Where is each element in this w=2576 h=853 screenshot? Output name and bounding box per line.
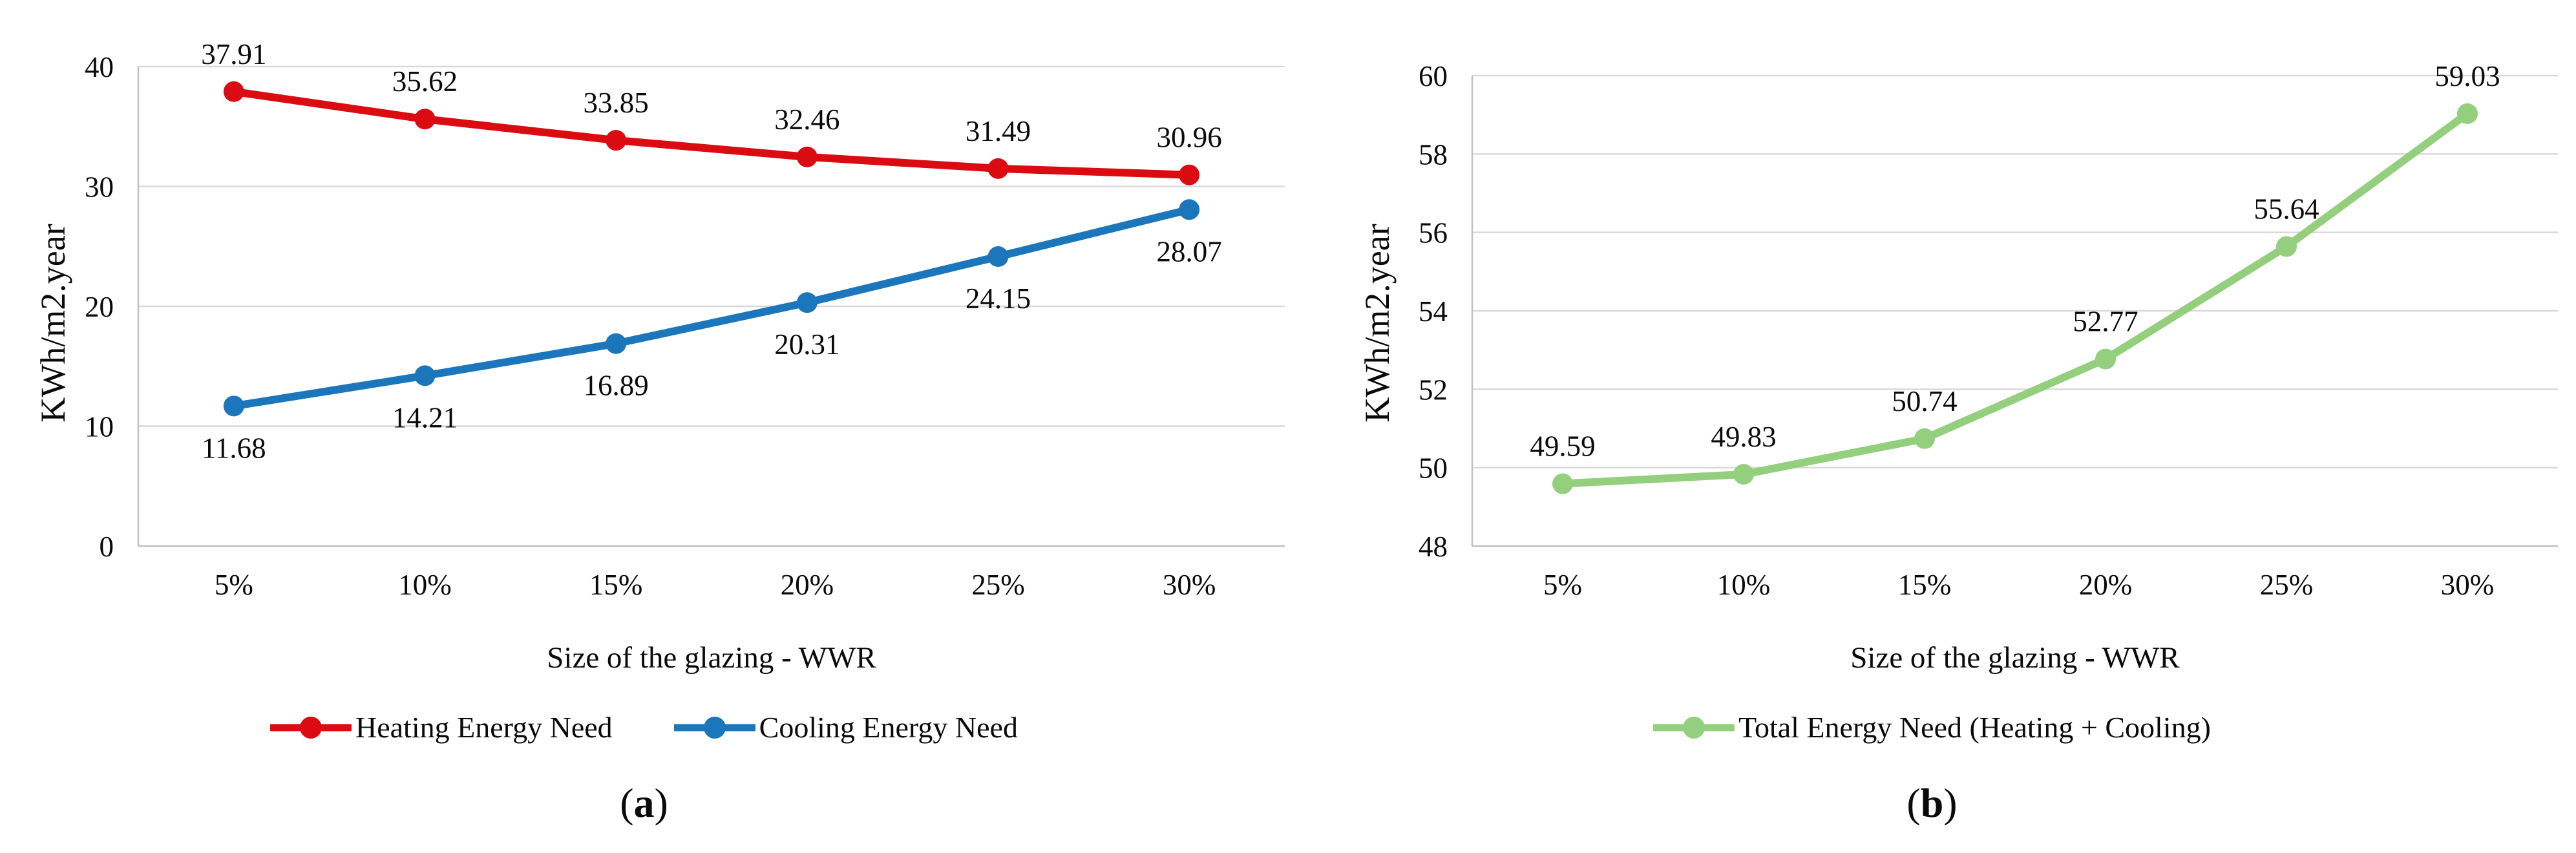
data-point-marker [1552, 473, 1573, 494]
series-line [229, 87, 1194, 179]
y-axis-tick-label: 58 [1419, 138, 1448, 171]
legend-marker [703, 717, 726, 739]
legend-label: Total Energy Need (Heating + Cooling) [1738, 711, 2211, 744]
x-axis-tick-label: 10% [398, 569, 452, 601]
data-point-marker [796, 292, 818, 313]
panel-caption: (a) [0, 774, 1288, 832]
legend-marker [300, 717, 322, 739]
legend-item: Total Energy Need (Heating + Cooling) [1653, 707, 2211, 748]
y-axis-tick-label: 56 [1419, 217, 1448, 249]
data-point-label: 55.64 [2254, 193, 2319, 226]
y-axis-tick-label: 10 [85, 411, 114, 443]
data-point-marker [223, 81, 244, 102]
data-point-label: 49.83 [1711, 421, 1776, 453]
x-axis-tick-label: 30% [1163, 569, 1216, 601]
data-point-marker [1179, 199, 1200, 220]
y-axis-tick-label: 50 [1419, 452, 1448, 485]
caption-paren-close: ) [1943, 780, 1958, 826]
data-point-marker [2095, 348, 2116, 370]
y-axis-title: KWh/m2.year [1358, 224, 1397, 423]
legend: Total Energy Need (Heating + Cooling) [1288, 707, 2576, 748]
caption-paren-open: ( [1906, 780, 1921, 826]
x-axis-tick-label: 30% [2441, 569, 2495, 601]
data-point-label: 31.49 [966, 115, 1031, 147]
panel-caption: (b) [1288, 774, 2576, 832]
data-point-label: 14.21 [392, 401, 458, 434]
data-point-marker [414, 365, 436, 386]
data-point-marker [1733, 463, 1754, 485]
x-axis-tick-label: 15% [589, 569, 643, 601]
x-axis-title: Size of the glazing - WWR [1850, 641, 2180, 675]
data-point-label: 37.91 [201, 38, 266, 70]
caption-letter: a [633, 780, 655, 826]
data-point-marker [796, 146, 818, 167]
chart-panel-b: 48 50 52 54 56 58 60 5% 10% 15% 20% 25% 30% 49.59 49.8… [1288, 0, 2576, 853]
data-point-marker [987, 246, 1009, 268]
data-point-marker [606, 333, 627, 354]
y-axis-tick-label: 30 [85, 171, 114, 204]
x-axis-tick-label: 20% [2079, 569, 2133, 601]
data-point-label: 32.46 [774, 103, 839, 136]
line-chart-a: 0 10 20 30 40 5% 10% 15% 20% 25% 30% 37.91 35.62 33.8… [85, 38, 1285, 601]
legend-line-marker-icon [673, 717, 755, 739]
x-axis-tick-label: 25% [2260, 569, 2314, 601]
series-line [229, 205, 1194, 410]
data-point-marker [1914, 428, 1935, 449]
x-axis-tick-label: 25% [971, 569, 1025, 601]
data-point-marker [2276, 236, 2297, 257]
y-axis-tick-label: 0 [100, 531, 114, 563]
line-chart-b: 48 50 52 54 56 58 60 5% 10% 15% 20% 25% 30% 49.59 49.8… [1419, 60, 2558, 601]
x-axis-tick-label: 5% [215, 569, 253, 601]
x-axis-tick-label: 5% [1543, 569, 1582, 601]
x-axis-tick-label: 20% [781, 569, 834, 601]
legend-line-marker-icon [270, 717, 352, 739]
legend-marker [1683, 717, 1705, 739]
y-axis-tick-label: 48 [1419, 531, 1448, 563]
data-point-label: 33.85 [584, 87, 649, 119]
y-axis-tick-label: 20 [85, 291, 114, 323]
caption-paren-open: ( [620, 780, 634, 826]
chart-panel-a: 0 10 20 30 40 5% 10% 15% 20% 25% 30% 37.91 35.62 33.8… [0, 38, 1288, 832]
legend-line-marker-icon [1653, 717, 1735, 739]
data-point-marker [414, 109, 436, 130]
legend: Heating Energy Need Cooling Energy Need [0, 707, 1288, 748]
data-point-label: 50.74 [1892, 385, 1957, 417]
data-point-label: 24.15 [966, 282, 1031, 315]
series-line [1559, 109, 2471, 488]
y-axis-tick-label: 60 [1419, 60, 1448, 92]
data-point-label: 16.89 [584, 370, 649, 402]
y-axis-title: KWh/m2.year [34, 224, 72, 423]
x-axis-tick-label: 10% [1717, 569, 1771, 601]
data-point-label: 52.77 [2073, 306, 2138, 338]
data-point-marker [223, 395, 244, 417]
caption-letter: b [1920, 780, 1944, 826]
data-point-label: 49.59 [1530, 430, 1595, 463]
x-axis-tick-label: 15% [1898, 569, 1952, 601]
legend-item: Heating Energy Need [270, 707, 613, 748]
data-point-label: 35.62 [392, 65, 458, 98]
y-axis-tick-label: 40 [85, 51, 114, 83]
data-point-label: 30.96 [1157, 121, 1222, 154]
data-point-marker [2457, 103, 2478, 124]
data-point-marker [987, 158, 1009, 179]
data-point-label: 20.31 [774, 328, 839, 361]
x-axis-title: Size of the glazing - WWR [547, 641, 876, 675]
caption-paren-close: ) [654, 780, 668, 826]
legend-item: Cooling Energy Need [673, 707, 1018, 748]
data-point-label: 28.07 [1157, 235, 1222, 268]
data-point-label: 11.68 [202, 432, 266, 464]
data-point-label: 59.03 [2434, 60, 2500, 92]
legend-label: Cooling Energy Need [759, 711, 1018, 744]
data-point-marker [1179, 164, 1200, 185]
y-axis-tick-label: 54 [1419, 295, 1448, 328]
legend-label: Heating Energy Need [355, 711, 613, 744]
data-point-marker [606, 130, 627, 151]
y-axis-tick-label: 52 [1419, 374, 1448, 406]
